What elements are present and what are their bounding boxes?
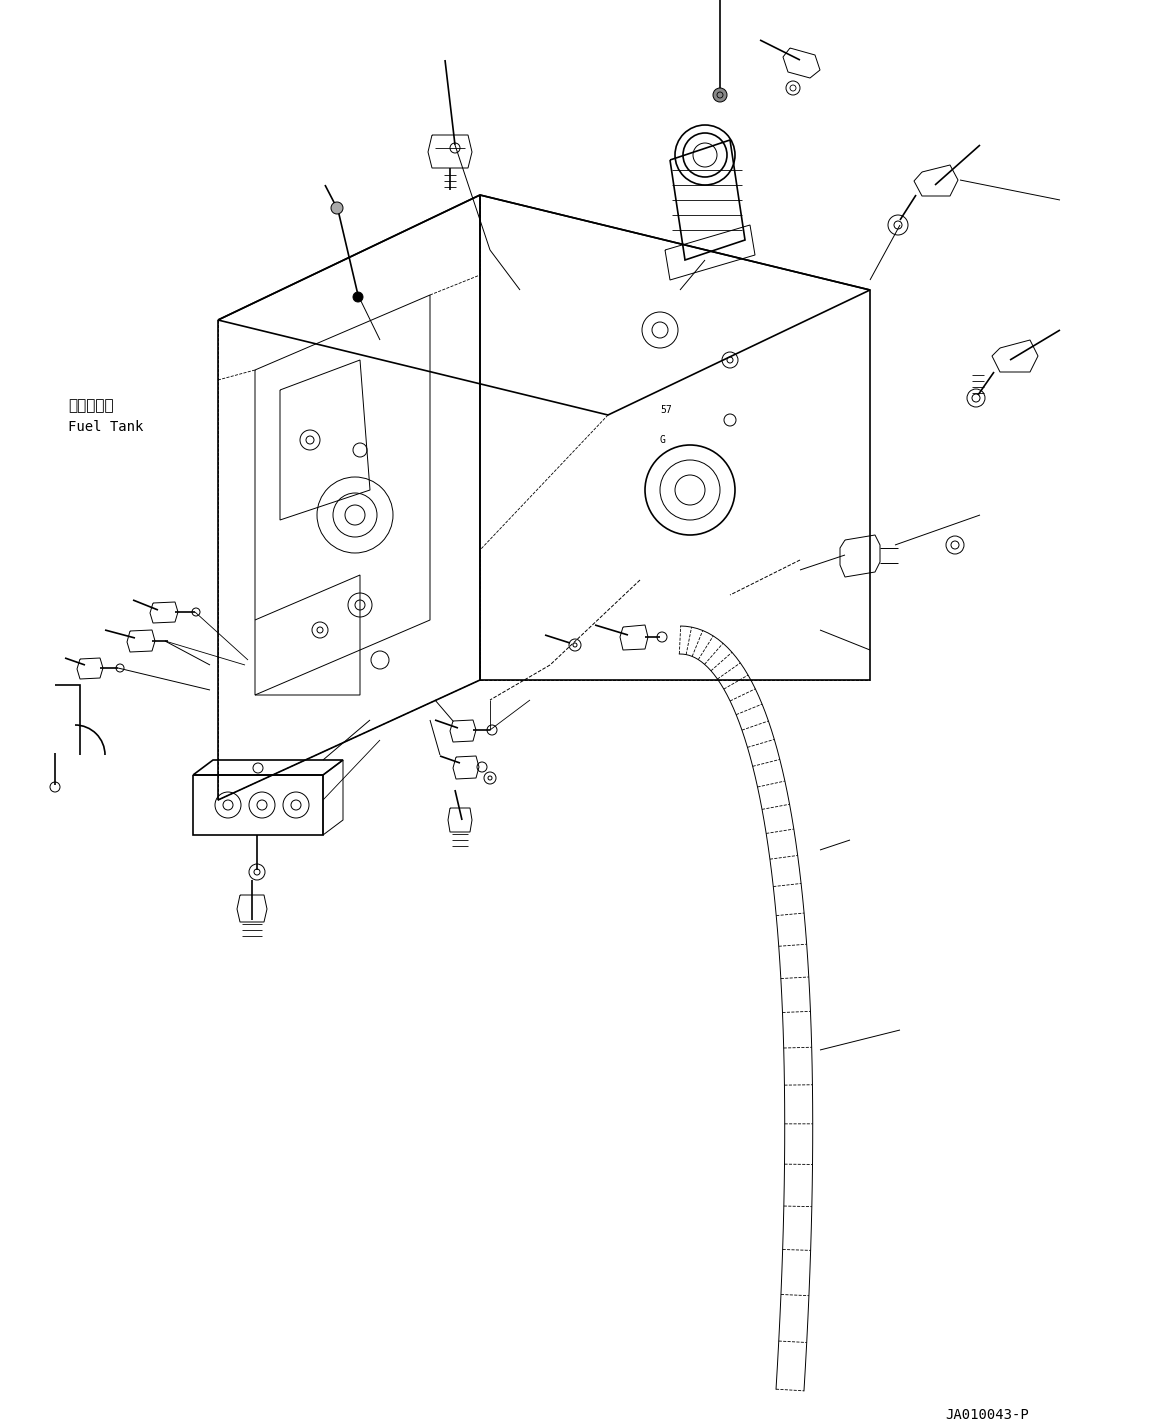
Circle shape (354, 293, 363, 303)
Circle shape (331, 203, 343, 214)
Text: G: G (659, 435, 666, 445)
Text: Fuel Tank: Fuel Tank (67, 420, 143, 434)
Circle shape (713, 88, 727, 101)
Text: 57: 57 (659, 405, 672, 415)
Text: JA010043-P: JA010043-P (946, 1408, 1029, 1421)
Text: 燃料タンク: 燃料タンク (67, 398, 114, 412)
